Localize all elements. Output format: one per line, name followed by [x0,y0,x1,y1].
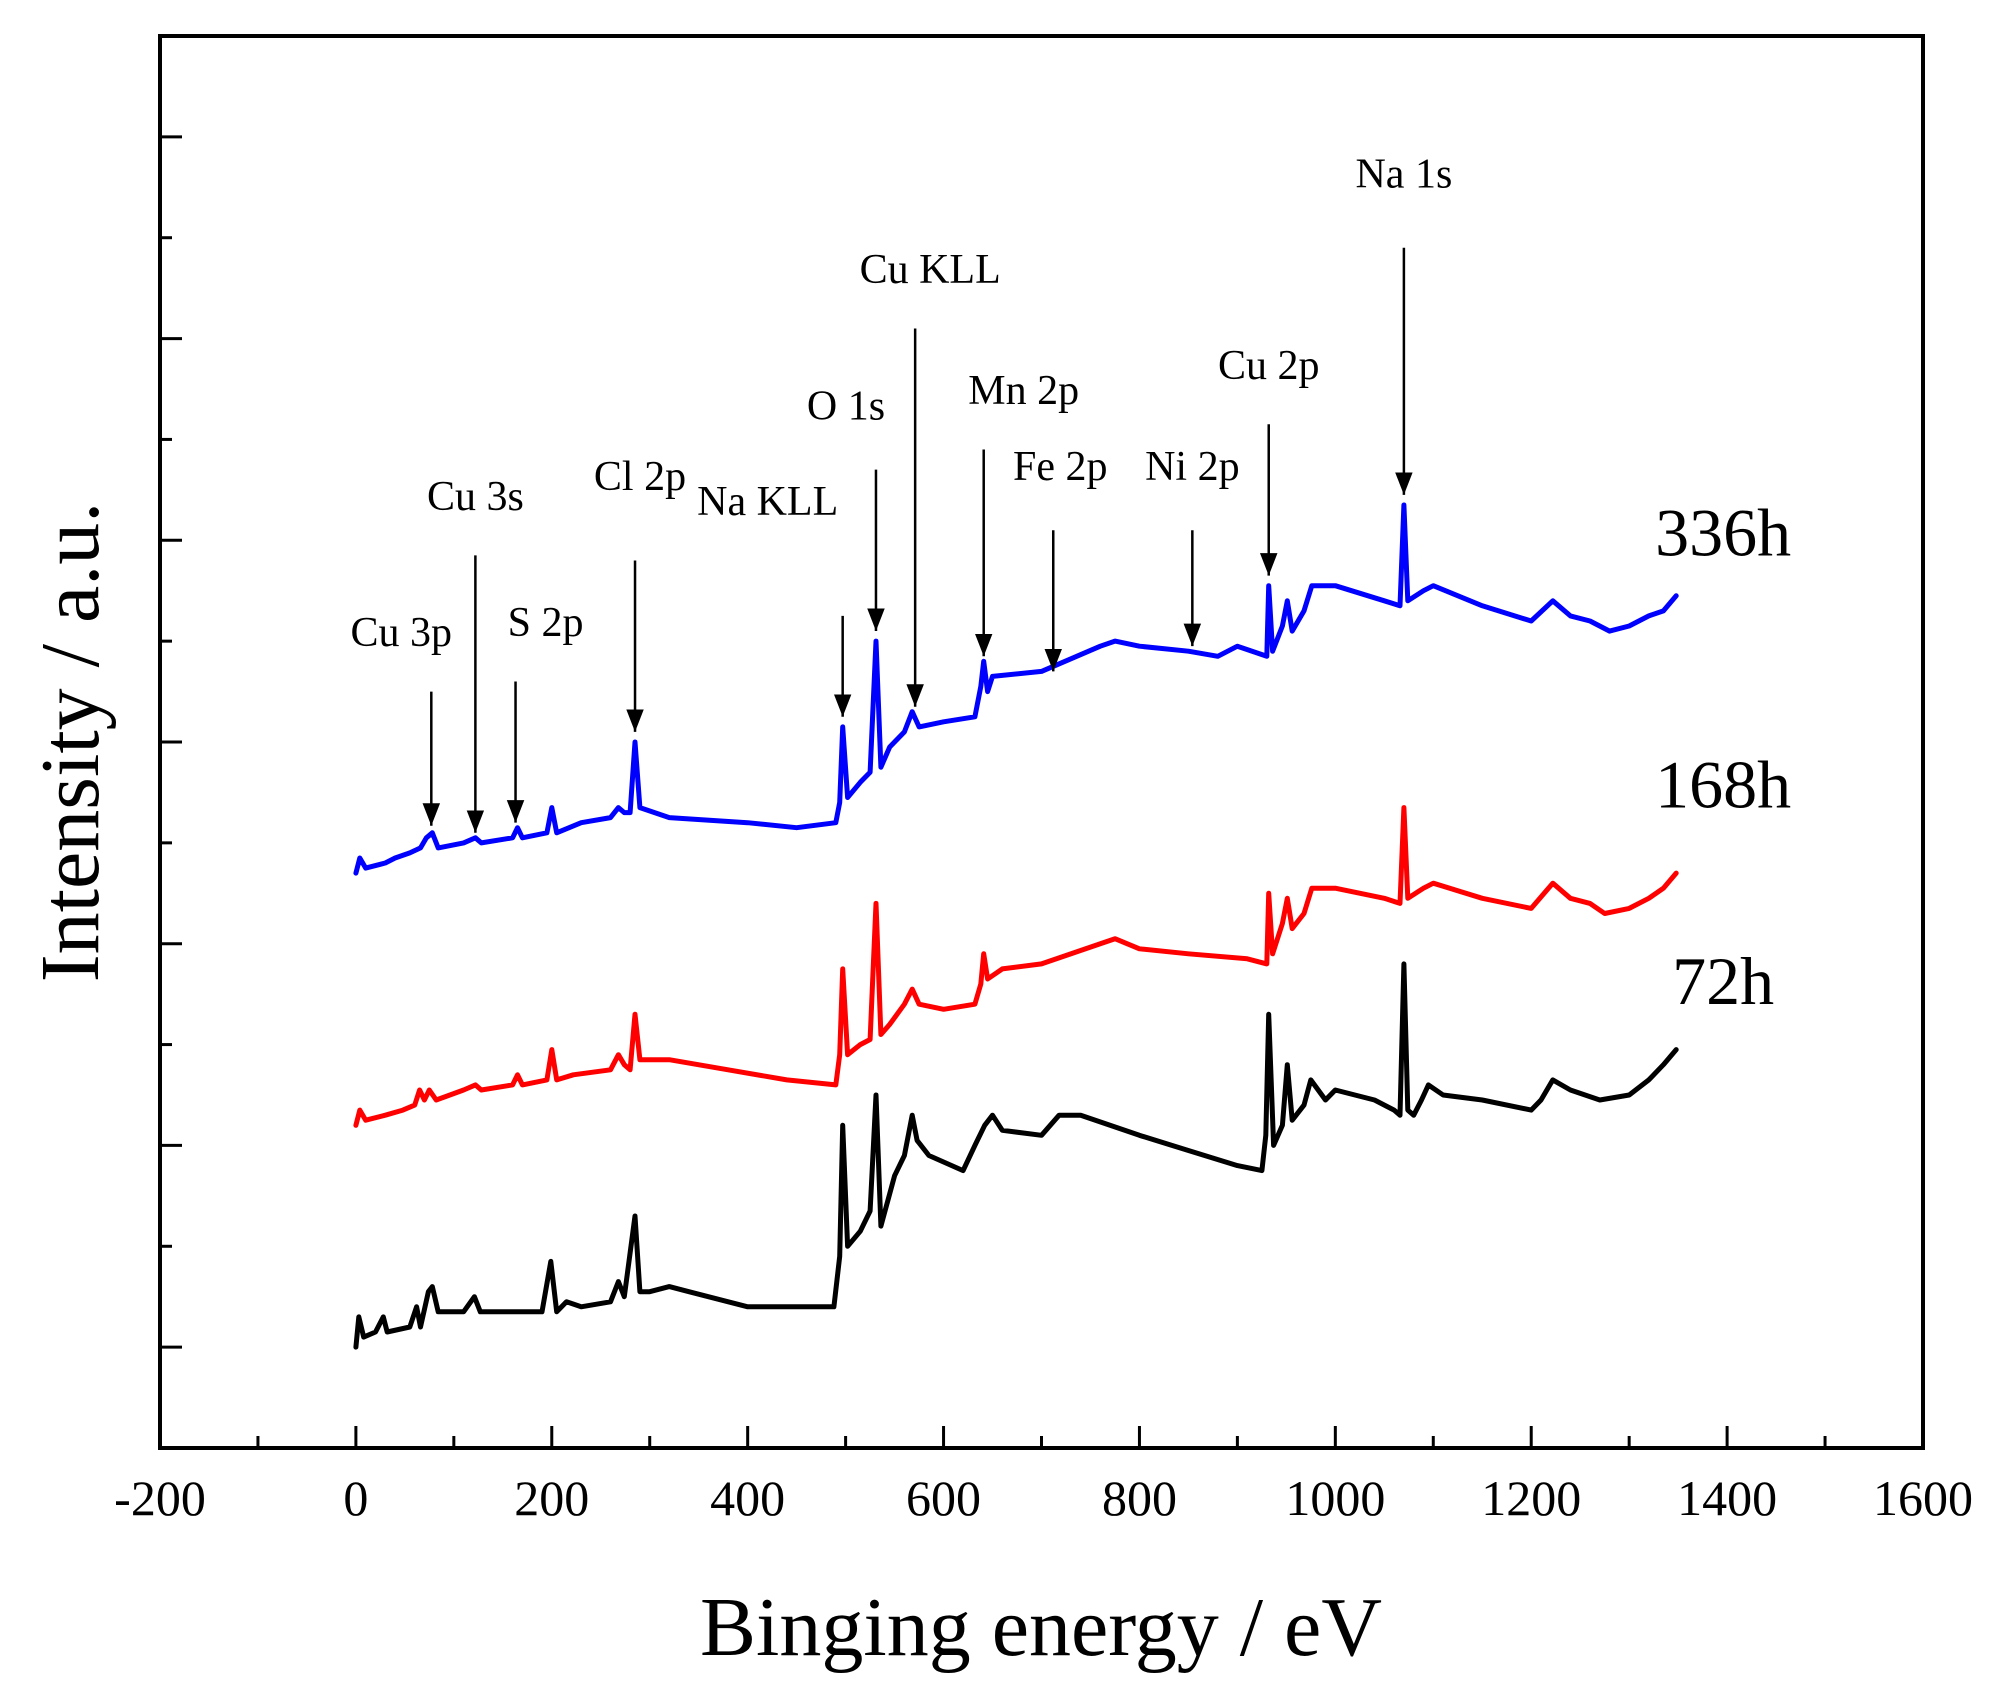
series-line-336h [353,502,1679,876]
series-label-168h: 168h [1655,747,1791,823]
peak-label: O 1s [807,383,885,429]
x-tick-label: 1400 [1677,1470,1777,1526]
x-tick-label: 400 [710,1470,785,1526]
peak-label: Na KLL [697,479,838,525]
peak-label: Fe 2p [1013,444,1108,490]
peak-label: Ni 2p [1145,444,1240,490]
peak-label: Cu 2p [1218,343,1320,389]
series-line-72h [353,961,1679,1350]
series-label-72h: 72h [1672,943,1774,1019]
x-tick-label: 200 [514,1470,589,1526]
peak-label: Na 1s [1355,151,1452,197]
x-tick-label: 800 [1102,1470,1177,1526]
x-tick-label: -200 [114,1470,206,1526]
x-tick-label: 1000 [1285,1470,1385,1526]
spectrum-curves [353,502,1679,1350]
x-tick-label: 0 [343,1470,368,1526]
x-tick-label: 1600 [1873,1470,1973,1526]
peak-label: S 2p [508,600,584,646]
peak-label: Cu 3p [351,610,453,656]
y-axis-title: Intensity / a.u. [24,502,117,983]
peak-label: Cu 3s [427,474,524,520]
plot-frame [158,34,1925,1450]
x-axis-title: Binging energy / eV [700,1581,1382,1674]
x-tick-labels: -200 0 200 400 600 800 1000 1200 1400 1600 [114,1470,1973,1526]
series-line-168h [353,805,1679,1128]
x-tick-label: 1200 [1481,1470,1581,1526]
peak-label: Mn 2p [968,368,1079,414]
series-label-336h: 336h [1655,494,1791,570]
peak-label: Cl 2p [594,454,686,500]
series-labels: 72h 168h 336h [1655,494,1791,1019]
peak-label: Cu KLL [860,247,1001,293]
x-tick-label: 600 [906,1470,981,1526]
